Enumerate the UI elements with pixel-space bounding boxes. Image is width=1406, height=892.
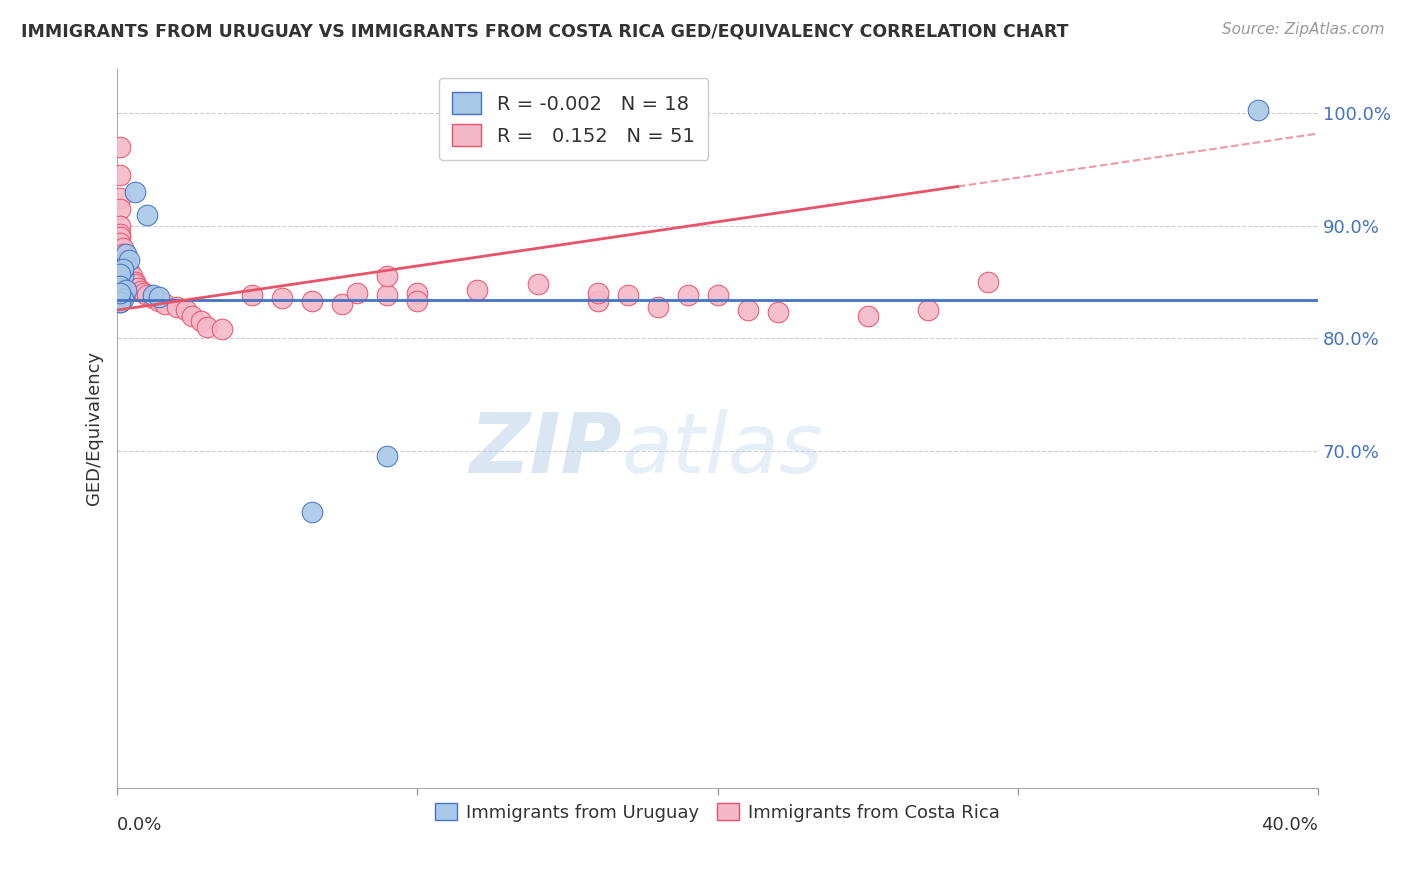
Point [127, 280, 149, 294]
Point [108, 227, 131, 241]
Point [142, 288, 165, 302]
Point [586, 286, 609, 301]
Text: IMMIGRANTS FROM URUGUAY VS IMMIGRANTS FROM COSTA RICA GED/EQUIVALENCY CORRELATIO: IMMIGRANTS FROM URUGUAY VS IMMIGRANTS FR… [21, 22, 1069, 40]
Point [332, 297, 354, 311]
Point [240, 288, 263, 302]
Point [406, 294, 429, 309]
Text: Source: ZipAtlas.com: Source: ZipAtlas.com [1222, 22, 1385, 37]
Point [181, 309, 204, 323]
Point [1247, 103, 1270, 117]
Text: 0.0%: 0.0% [117, 815, 163, 834]
Point [115, 283, 138, 297]
Point [856, 309, 879, 323]
Point [112, 247, 135, 261]
Point [148, 290, 170, 304]
Point [108, 140, 131, 154]
Point [112, 261, 135, 276]
Point [108, 267, 131, 281]
Point [917, 303, 939, 318]
Point [737, 303, 759, 318]
Point [108, 295, 131, 310]
Point [124, 277, 146, 292]
Point [121, 269, 143, 284]
Legend: Immigrants from Uruguay, Immigrants from Costa Rica: Immigrants from Uruguay, Immigrants from… [429, 797, 1007, 829]
Point [377, 269, 399, 284]
Point [108, 286, 131, 301]
Point [377, 449, 399, 463]
Point [377, 288, 399, 302]
Point [148, 294, 170, 309]
Point [124, 185, 146, 199]
Y-axis label: GED/Equivalency: GED/Equivalency [86, 351, 103, 505]
Point [301, 505, 323, 519]
Point [301, 294, 323, 309]
Point [406, 286, 429, 301]
Text: ZIP: ZIP [470, 409, 621, 490]
Point [346, 286, 368, 301]
Point [108, 219, 131, 233]
Point [526, 277, 548, 292]
Point [108, 235, 131, 250]
Point [108, 168, 131, 182]
Point [112, 292, 135, 306]
Point [155, 297, 177, 311]
Point [647, 300, 669, 314]
Point [195, 320, 218, 334]
Point [136, 288, 159, 302]
Point [124, 275, 146, 289]
Point [108, 295, 131, 310]
Point [108, 202, 131, 216]
Point [676, 288, 699, 302]
Point [271, 291, 294, 305]
Point [108, 230, 131, 244]
Point [118, 264, 141, 278]
Point [467, 283, 489, 297]
Point [706, 288, 728, 302]
Point [616, 288, 638, 302]
Point [586, 294, 609, 309]
Point [115, 247, 138, 261]
Point [134, 286, 156, 301]
Point [977, 275, 1000, 289]
Point [129, 284, 152, 298]
Point [166, 300, 188, 314]
Point [136, 208, 159, 222]
Text: 40.0%: 40.0% [1261, 815, 1319, 834]
Point [766, 305, 789, 319]
Point [174, 303, 197, 318]
Point [112, 269, 135, 284]
Point [142, 291, 165, 305]
Point [108, 279, 131, 293]
Point [115, 252, 138, 267]
Point [211, 322, 233, 336]
Point [190, 314, 212, 328]
Point [118, 252, 141, 267]
Point [115, 258, 138, 272]
Point [112, 241, 135, 255]
Text: atlas: atlas [621, 409, 823, 490]
Point [108, 191, 131, 205]
